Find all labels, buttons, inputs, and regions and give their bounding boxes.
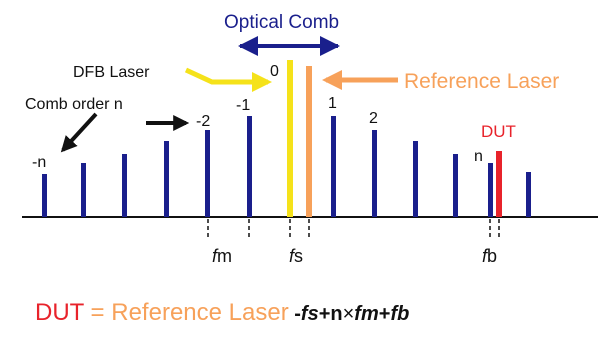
order-label-0: 0	[270, 63, 279, 80]
fb-label: fb	[482, 246, 497, 266]
comb-order-label: Comb order n	[25, 96, 123, 113]
dut-line	[496, 151, 502, 217]
comb-line	[81, 163, 86, 217]
formula: DUT = Reference Laser -fs+n×fm+fb	[35, 299, 409, 326]
optical-comb-label: Optical Comb	[224, 12, 339, 33]
order-label-1: 1	[328, 95, 337, 112]
comb-line	[205, 130, 210, 217]
order-label-n: n	[474, 148, 483, 165]
comb-order-arrow	[60, 112, 98, 153]
formula-dut: DUT	[35, 299, 85, 326]
order-label-neg-n: -n	[32, 154, 46, 171]
dfb-laser-line	[287, 60, 293, 217]
formula-fm: fm	[354, 303, 378, 325]
dfb-laser-arrow	[184, 67, 272, 92]
comb-line	[247, 116, 252, 217]
dfb-laser-label: DFB Laser	[73, 64, 150, 81]
formula-plus: +	[379, 303, 391, 325]
fm-label: fm	[212, 246, 232, 266]
order-label-2: 2	[369, 110, 378, 127]
comb-line	[372, 130, 377, 217]
comb-line	[526, 172, 531, 217]
formula-fs: fs	[301, 303, 319, 325]
dut-label: DUT	[481, 122, 516, 141]
fs-label: fs	[289, 246, 303, 266]
formula-plus-n: +n	[319, 303, 343, 325]
comb-line	[42, 174, 47, 217]
formula-times: ×	[343, 303, 355, 325]
comb-line	[122, 154, 127, 217]
order-label-neg1: -1	[236, 97, 250, 114]
formula-minus: -	[289, 303, 301, 325]
comb-line	[453, 154, 458, 217]
order-label-neg2: -2	[196, 113, 210, 130]
formula-fb: fb	[390, 303, 409, 325]
reference-laser-label: Reference Laser	[404, 70, 559, 93]
comb-line	[331, 116, 336, 217]
comb-lines	[42, 116, 531, 217]
reference-laser-line	[306, 66, 312, 217]
formula-equals: =	[84, 299, 111, 326]
comb-line	[413, 141, 418, 217]
tick-guides	[207, 219, 500, 240]
formula-reference: Reference Laser	[111, 299, 288, 326]
comb-line	[164, 141, 169, 217]
comb-line	[488, 163, 493, 217]
